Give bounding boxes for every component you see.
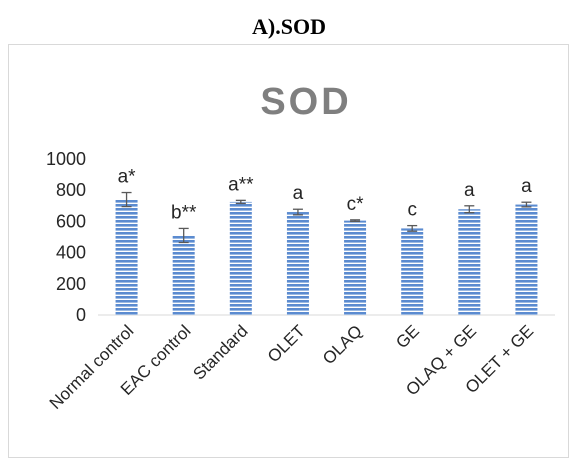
bar xyxy=(115,199,138,315)
x-category-label: Standard xyxy=(189,321,251,383)
significance-label: c* xyxy=(347,194,365,215)
error-bar xyxy=(235,199,246,205)
error-bar xyxy=(121,191,132,208)
error-bar xyxy=(292,208,303,216)
error-bar xyxy=(350,219,361,223)
significance-label: a xyxy=(464,180,475,201)
bar xyxy=(172,235,195,315)
error-bar xyxy=(521,201,532,208)
x-category-label: OLET xyxy=(264,321,309,366)
x-category-label: OLAQ xyxy=(319,321,366,368)
significance-label: c xyxy=(407,200,417,221)
significance-label: a* xyxy=(118,167,137,188)
error-bar xyxy=(464,205,475,214)
chart-title: SOD xyxy=(260,81,351,123)
bar xyxy=(515,204,538,315)
significance-label: a xyxy=(293,183,304,204)
figure-caption: A).SOD xyxy=(252,14,326,39)
y-tick-label: 400 xyxy=(56,243,86,263)
y-tick-label: 800 xyxy=(56,180,86,200)
significance-label: a xyxy=(521,176,532,197)
x-category-label: Normal control xyxy=(46,321,138,413)
bar xyxy=(401,228,424,315)
error-bar xyxy=(407,224,418,232)
significance-label: b** xyxy=(171,202,197,223)
y-tick-label: 200 xyxy=(56,274,86,294)
bar xyxy=(458,209,481,315)
y-tick-label: 1000 xyxy=(46,149,86,169)
bar xyxy=(344,220,367,315)
error-bar xyxy=(178,227,189,244)
bar xyxy=(286,212,309,315)
bar xyxy=(229,201,252,315)
y-tick-label: 600 xyxy=(56,211,86,231)
y-tick-label: 0 xyxy=(76,305,86,325)
significance-label: a** xyxy=(228,174,254,195)
x-category-label: GE xyxy=(392,321,423,352)
y-axis: 0 200 400 600 800 1000 xyxy=(46,149,86,325)
